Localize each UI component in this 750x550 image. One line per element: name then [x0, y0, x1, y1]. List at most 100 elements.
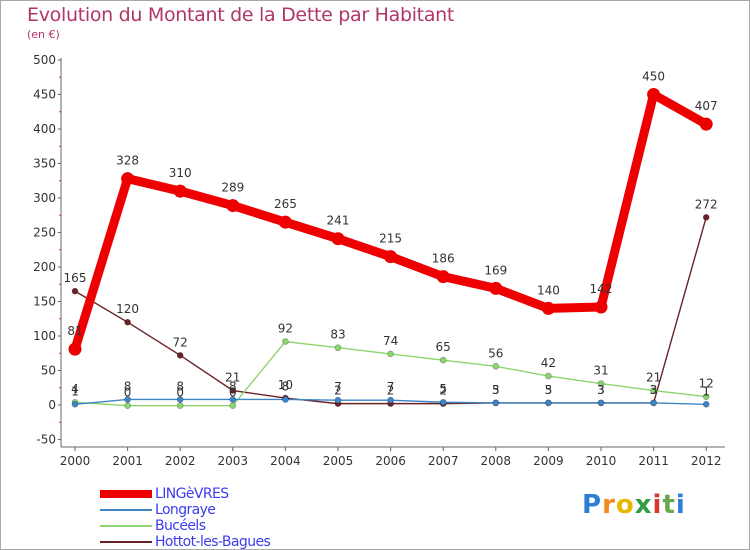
- chart-title: Evolution du Montant de la Dette par Hab…: [27, 4, 455, 26]
- x-tick-label: 2004: [270, 454, 301, 468]
- point-lingevres: [436, 270, 450, 284]
- data-label-lingevres: 140: [537, 283, 560, 297]
- point-longraye: [282, 396, 289, 403]
- data-label-buceels: 42: [541, 356, 556, 370]
- point-longraye: [124, 396, 131, 403]
- x-tick-label: 2012: [691, 454, 722, 468]
- data-label-longraye: 5: [492, 383, 500, 397]
- data-label-buceels: 56: [488, 346, 503, 360]
- legend-item-buceels: Bucéels: [100, 518, 360, 534]
- data-label-lingevres: 289: [221, 181, 244, 195]
- point-longraye: [702, 401, 710, 408]
- point-lingevres: [384, 250, 398, 264]
- legend-swatch-buceels: [100, 525, 152, 527]
- point-longraye: [650, 399, 657, 407]
- data-label-buceels: 21: [646, 371, 661, 385]
- data-label-hottot-les-bagues: 2: [439, 384, 447, 398]
- data-label-lingevres: 310: [169, 166, 192, 180]
- x-tick-label: 2001: [112, 454, 143, 468]
- point-lingevres: [278, 215, 292, 229]
- point-buceels: [334, 344, 342, 352]
- data-label-longraye: 1: [71, 384, 79, 398]
- point-longraye: [229, 396, 237, 403]
- y-tick-label: -50: [36, 433, 56, 447]
- point-longraye: [492, 399, 500, 407]
- data-label-buceels: 12: [699, 377, 714, 391]
- data-label-longraye: 8: [282, 379, 290, 393]
- point-buceels: [650, 387, 657, 394]
- data-label-hottot-les-bagues: 21: [225, 371, 240, 385]
- point-buceels: [545, 372, 552, 380]
- data-label-hottot-les-bagues: 272: [695, 197, 718, 211]
- data-label-lingevres: 169: [484, 263, 507, 277]
- data-label-hottot-les-bagues: 3: [650, 383, 658, 397]
- logo-letter: o: [615, 490, 635, 520]
- data-label-hottot-les-bagues: 3: [492, 383, 500, 397]
- y-tick-label: 350: [33, 157, 56, 171]
- logo-letter: i: [675, 490, 686, 520]
- data-label-hottot-les-bagues: 10: [278, 378, 293, 392]
- x-tick-label: 2002: [165, 454, 196, 468]
- point-buceels: [282, 338, 289, 345]
- data-label-lingevres: 142: [590, 282, 613, 296]
- data-label-hottot-les-bagues: 72: [173, 335, 188, 349]
- point-lingevres: [489, 281, 503, 295]
- data-label-hottot-les-bagues: 2: [334, 384, 342, 398]
- y-tick-label: 500: [33, 53, 56, 67]
- x-tick-label: 2011: [638, 454, 669, 468]
- data-label-longraye: 8: [176, 379, 184, 393]
- point-longraye: [334, 396, 342, 404]
- data-label-lingevres: 241: [327, 214, 350, 228]
- x-tick-label: 2008: [481, 454, 512, 468]
- x-tick-label: 2010: [586, 454, 617, 468]
- data-label-longraye: 8: [124, 379, 132, 393]
- point-buceels: [597, 380, 605, 387]
- data-label-hottot-les-bagues: 120: [116, 302, 139, 316]
- data-label-hottot-les-bagues: 3: [545, 383, 553, 397]
- legend-swatch-lingevres: [100, 490, 152, 498]
- point-longraye: [387, 396, 394, 404]
- series-lines: [70, 90, 711, 407]
- logo-letter: i: [652, 490, 663, 520]
- data-label-buceels: 65: [436, 340, 451, 354]
- point-hottot-les-bagues: [124, 318, 131, 326]
- data-label-longraye: 5: [545, 383, 553, 397]
- data-label-lingevres: 407: [695, 99, 718, 113]
- data-label-buceels: 83: [330, 328, 345, 342]
- unit-label: (en €): [27, 28, 60, 41]
- logo-letter: r: [602, 490, 616, 520]
- legend-label: LINGèVRES: [155, 486, 229, 502]
- point-longraye: [597, 399, 605, 407]
- point-buceels: [439, 356, 447, 364]
- data-label-buceels: 0: [176, 386, 184, 400]
- logo-letter: P: [582, 490, 603, 520]
- y-tick-label: 200: [33, 260, 56, 274]
- point-lingevres: [699, 117, 713, 131]
- data-label-lingevres: 328: [116, 154, 139, 168]
- data-label-longraye: 1: [702, 384, 710, 398]
- x-tick-label: 2005: [323, 454, 354, 468]
- data-label-buceels: 92: [278, 322, 293, 336]
- legend-label: Hottot-les-Bagues: [155, 534, 271, 550]
- x-tick-label: 2006: [375, 454, 406, 468]
- point-hottot-les-bagues: [229, 387, 237, 394]
- point-longraye: [71, 401, 79, 408]
- data-label-buceels: 0: [229, 386, 237, 400]
- series-points: [68, 88, 713, 409]
- legend-swatch-longraye: [100, 509, 152, 511]
- point-longraye: [176, 396, 184, 403]
- proxiti-logo: Proxiti: [582, 490, 686, 520]
- legend-item-hottot: Hottot-les-Bagues: [100, 534, 360, 550]
- data-label-buceels: 0: [124, 386, 132, 400]
- data-label-lingevres: 186: [432, 252, 455, 266]
- point-buceels: [176, 402, 184, 409]
- y-tick-label: 400: [33, 122, 56, 136]
- point-lingevres: [68, 342, 82, 356]
- point-buceels: [229, 402, 237, 409]
- logo-letter: x: [634, 490, 653, 520]
- point-lingevres: [541, 301, 555, 315]
